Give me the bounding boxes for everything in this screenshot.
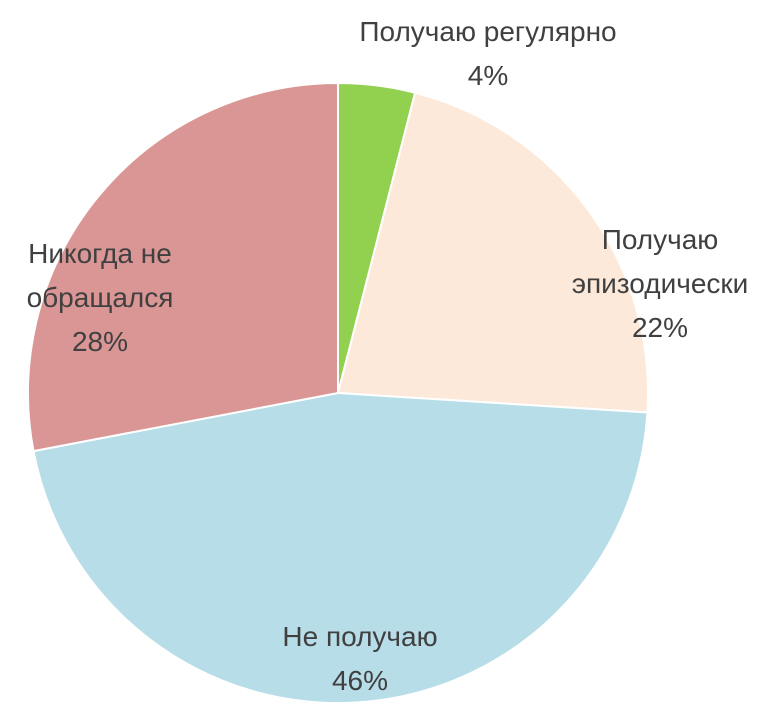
value-label: 4% xyxy=(467,60,509,91)
value-label: 22% xyxy=(631,312,689,343)
value-label: 46% xyxy=(331,665,389,696)
category-label: Получаю эпизодически xyxy=(571,224,749,299)
value-label: 28% xyxy=(71,326,129,357)
slice-label: Не получаю 46% xyxy=(210,615,510,703)
category-label: Не получаю xyxy=(282,621,438,652)
slice-label: Получаю регулярно 4% xyxy=(328,10,648,98)
pie-slice xyxy=(336,91,649,414)
category-label: Никогда не обращался xyxy=(26,238,174,313)
category-label: Получаю регулярно xyxy=(359,16,617,47)
slice-label: Получаю эпизодически 22% xyxy=(545,218,775,350)
slice-label: Никогда не обращался 28% xyxy=(5,232,195,364)
pie-slice xyxy=(27,81,339,453)
pie-slice xyxy=(32,391,649,704)
